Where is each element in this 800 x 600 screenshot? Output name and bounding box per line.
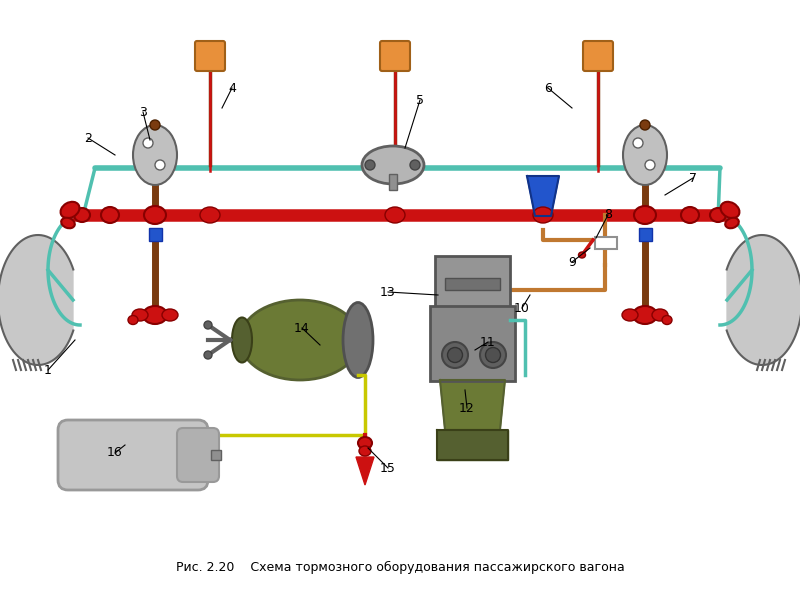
- Text: 9: 9: [568, 256, 576, 269]
- Ellipse shape: [480, 342, 506, 368]
- Polygon shape: [356, 457, 374, 485]
- Text: 4: 4: [228, 82, 236, 94]
- Text: 5: 5: [416, 94, 424, 107]
- FancyBboxPatch shape: [430, 306, 515, 381]
- Ellipse shape: [232, 317, 252, 362]
- Polygon shape: [440, 380, 505, 430]
- Ellipse shape: [662, 316, 672, 325]
- Text: 14: 14: [294, 322, 310, 335]
- Ellipse shape: [623, 125, 667, 185]
- Text: 16: 16: [107, 446, 123, 460]
- Ellipse shape: [533, 207, 553, 223]
- Ellipse shape: [385, 207, 405, 223]
- Text: 1: 1: [44, 364, 52, 377]
- Ellipse shape: [359, 446, 371, 456]
- Polygon shape: [527, 176, 559, 216]
- Ellipse shape: [144, 206, 166, 224]
- Ellipse shape: [240, 300, 360, 380]
- Text: 13: 13: [380, 286, 396, 298]
- Polygon shape: [726, 235, 800, 365]
- Circle shape: [645, 160, 655, 170]
- Ellipse shape: [162, 309, 178, 321]
- Ellipse shape: [652, 309, 668, 321]
- Ellipse shape: [578, 252, 586, 258]
- Ellipse shape: [132, 309, 148, 321]
- Text: 6: 6: [544, 82, 552, 94]
- Text: 10: 10: [514, 301, 530, 314]
- Ellipse shape: [101, 207, 119, 223]
- Text: 8: 8: [604, 208, 612, 221]
- Text: 12: 12: [459, 401, 475, 415]
- Ellipse shape: [128, 316, 138, 325]
- FancyBboxPatch shape: [58, 420, 208, 490]
- Ellipse shape: [442, 342, 468, 368]
- Text: 15: 15: [380, 461, 396, 475]
- Bar: [445, 278, 500, 290]
- Text: 11: 11: [480, 335, 496, 349]
- Circle shape: [640, 120, 650, 130]
- Ellipse shape: [447, 347, 462, 362]
- Ellipse shape: [633, 306, 657, 324]
- Circle shape: [143, 138, 153, 148]
- Ellipse shape: [726, 218, 738, 228]
- Circle shape: [150, 120, 160, 130]
- FancyBboxPatch shape: [583, 41, 613, 71]
- Circle shape: [633, 138, 643, 148]
- Ellipse shape: [721, 202, 739, 218]
- Ellipse shape: [362, 146, 424, 184]
- Text: Рис. 2.20    Схема тормозного оборудования пассажирского вагона: Рис. 2.20 Схема тормозного оборудования …: [176, 560, 624, 574]
- Bar: [211, 450, 221, 460]
- Bar: [149, 228, 162, 241]
- Bar: [389, 174, 397, 190]
- Ellipse shape: [133, 125, 177, 185]
- FancyBboxPatch shape: [380, 41, 410, 71]
- Circle shape: [410, 160, 420, 170]
- Circle shape: [204, 351, 212, 359]
- Ellipse shape: [710, 208, 726, 222]
- Bar: [595, 237, 617, 249]
- Polygon shape: [0, 235, 74, 365]
- Text: 7: 7: [689, 172, 697, 185]
- Circle shape: [204, 321, 212, 329]
- Ellipse shape: [143, 306, 167, 324]
- Ellipse shape: [486, 347, 501, 362]
- Ellipse shape: [681, 207, 699, 223]
- Ellipse shape: [61, 202, 79, 218]
- Ellipse shape: [62, 218, 74, 228]
- FancyBboxPatch shape: [435, 256, 510, 311]
- Ellipse shape: [634, 206, 656, 224]
- Circle shape: [365, 160, 375, 170]
- Circle shape: [155, 160, 165, 170]
- Text: 3: 3: [139, 106, 147, 118]
- Polygon shape: [437, 430, 508, 460]
- FancyBboxPatch shape: [195, 41, 225, 71]
- Text: 2: 2: [84, 131, 92, 145]
- Bar: [639, 228, 652, 241]
- FancyBboxPatch shape: [177, 428, 219, 482]
- Ellipse shape: [343, 302, 373, 377]
- Ellipse shape: [358, 437, 372, 449]
- Ellipse shape: [622, 309, 638, 321]
- Ellipse shape: [74, 208, 90, 222]
- Ellipse shape: [200, 207, 220, 223]
